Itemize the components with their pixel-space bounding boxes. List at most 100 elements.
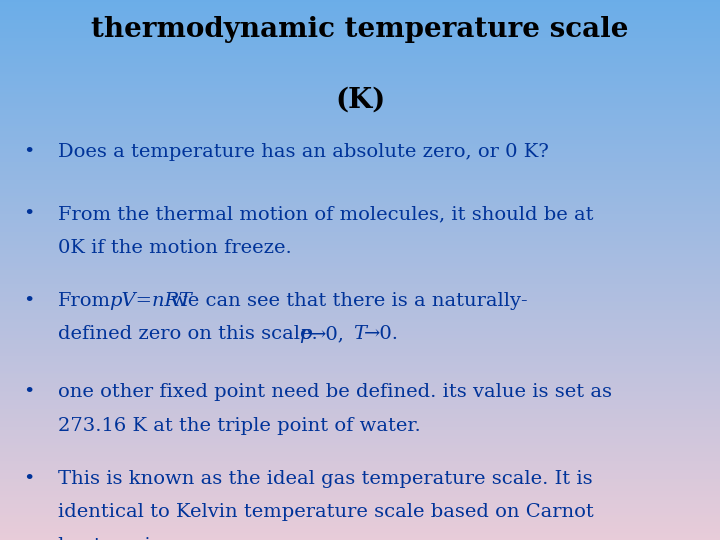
Bar bbox=[0, 123, 720, 124]
Bar bbox=[0, 293, 720, 295]
Bar bbox=[0, 538, 720, 540]
Bar bbox=[0, 339, 720, 340]
Bar bbox=[0, 131, 720, 133]
Text: •: • bbox=[23, 470, 35, 488]
Bar bbox=[0, 412, 720, 414]
Bar bbox=[0, 396, 720, 398]
Bar bbox=[0, 502, 720, 504]
Bar bbox=[0, 367, 720, 369]
Bar bbox=[0, 66, 720, 69]
Bar bbox=[0, 261, 720, 263]
Bar bbox=[0, 16, 720, 18]
Bar bbox=[0, 481, 720, 482]
Bar bbox=[0, 410, 720, 412]
Bar bbox=[0, 398, 720, 400]
Bar bbox=[0, 409, 720, 410]
Bar bbox=[0, 326, 720, 328]
Bar bbox=[0, 360, 720, 362]
Bar bbox=[0, 15, 720, 16]
Bar bbox=[0, 117, 720, 119]
Bar bbox=[0, 288, 720, 290]
Bar bbox=[0, 157, 720, 158]
Bar bbox=[0, 130, 720, 131]
Bar bbox=[0, 169, 720, 171]
Bar bbox=[0, 295, 720, 297]
Bar bbox=[0, 428, 720, 430]
Bar bbox=[0, 274, 720, 275]
Bar bbox=[0, 174, 720, 177]
Bar bbox=[0, 72, 720, 74]
Bar bbox=[0, 103, 720, 104]
Bar bbox=[0, 214, 720, 216]
Bar bbox=[0, 290, 720, 292]
Bar bbox=[0, 322, 720, 324]
Bar bbox=[0, 509, 720, 511]
Bar bbox=[0, 301, 720, 302]
Text: →0.: →0. bbox=[364, 325, 399, 343]
Bar bbox=[0, 362, 720, 363]
Text: 0K if the motion freeze.: 0K if the motion freeze. bbox=[58, 239, 292, 256]
Bar bbox=[0, 36, 720, 38]
Bar bbox=[0, 430, 720, 432]
Bar bbox=[0, 204, 720, 205]
Bar bbox=[0, 504, 720, 506]
Bar bbox=[0, 234, 720, 236]
Bar bbox=[0, 164, 720, 166]
Bar bbox=[0, 5, 720, 7]
Bar bbox=[0, 369, 720, 371]
Bar bbox=[0, 74, 720, 76]
Bar bbox=[0, 371, 720, 373]
Bar bbox=[0, 437, 720, 439]
Bar bbox=[0, 218, 720, 220]
Bar bbox=[0, 50, 720, 52]
Text: T: T bbox=[354, 325, 366, 343]
Bar bbox=[0, 259, 720, 261]
Bar bbox=[0, 356, 720, 358]
Bar bbox=[0, 387, 720, 389]
Bar bbox=[0, 97, 720, 99]
Bar bbox=[0, 524, 720, 525]
Bar bbox=[0, 498, 720, 501]
Bar bbox=[0, 425, 720, 427]
Bar bbox=[0, 420, 720, 421]
Bar bbox=[0, 285, 720, 286]
Bar bbox=[0, 335, 720, 336]
Bar bbox=[0, 27, 720, 29]
Bar bbox=[0, 286, 720, 288]
Bar bbox=[0, 211, 720, 212]
Bar bbox=[0, 85, 720, 86]
Bar bbox=[0, 42, 720, 43]
Bar bbox=[0, 474, 720, 475]
Text: one other fixed point need be defined. its value is set as: one other fixed point need be defined. i… bbox=[58, 383, 611, 401]
Bar bbox=[0, 241, 720, 243]
Bar bbox=[0, 340, 720, 342]
Bar bbox=[0, 245, 720, 247]
Bar bbox=[0, 461, 720, 463]
Text: 273.16 K at the triple point of water.: 273.16 K at the triple point of water. bbox=[58, 417, 420, 435]
Bar bbox=[0, 96, 720, 97]
Bar bbox=[0, 76, 720, 77]
Bar bbox=[0, 358, 720, 360]
Bar bbox=[0, 104, 720, 106]
Bar bbox=[0, 173, 720, 174]
Bar bbox=[0, 207, 720, 209]
Bar bbox=[0, 47, 720, 49]
Bar bbox=[0, 231, 720, 232]
Bar bbox=[0, 39, 720, 42]
Bar bbox=[0, 247, 720, 248]
Bar bbox=[0, 171, 720, 173]
Bar bbox=[0, 268, 720, 270]
Bar bbox=[0, 86, 720, 88]
Text: From: From bbox=[58, 292, 111, 309]
Bar bbox=[0, 158, 720, 160]
Bar bbox=[0, 83, 720, 85]
Bar bbox=[0, 194, 720, 196]
Bar bbox=[0, 135, 720, 137]
Bar bbox=[0, 328, 720, 329]
Bar bbox=[0, 43, 720, 45]
Text: •: • bbox=[23, 383, 35, 401]
Bar bbox=[0, 308, 720, 309]
Bar bbox=[0, 488, 720, 490]
Text: identical to Kelvin temperature scale based on Carnot: identical to Kelvin temperature scale ba… bbox=[58, 503, 593, 521]
Bar bbox=[0, 450, 720, 452]
